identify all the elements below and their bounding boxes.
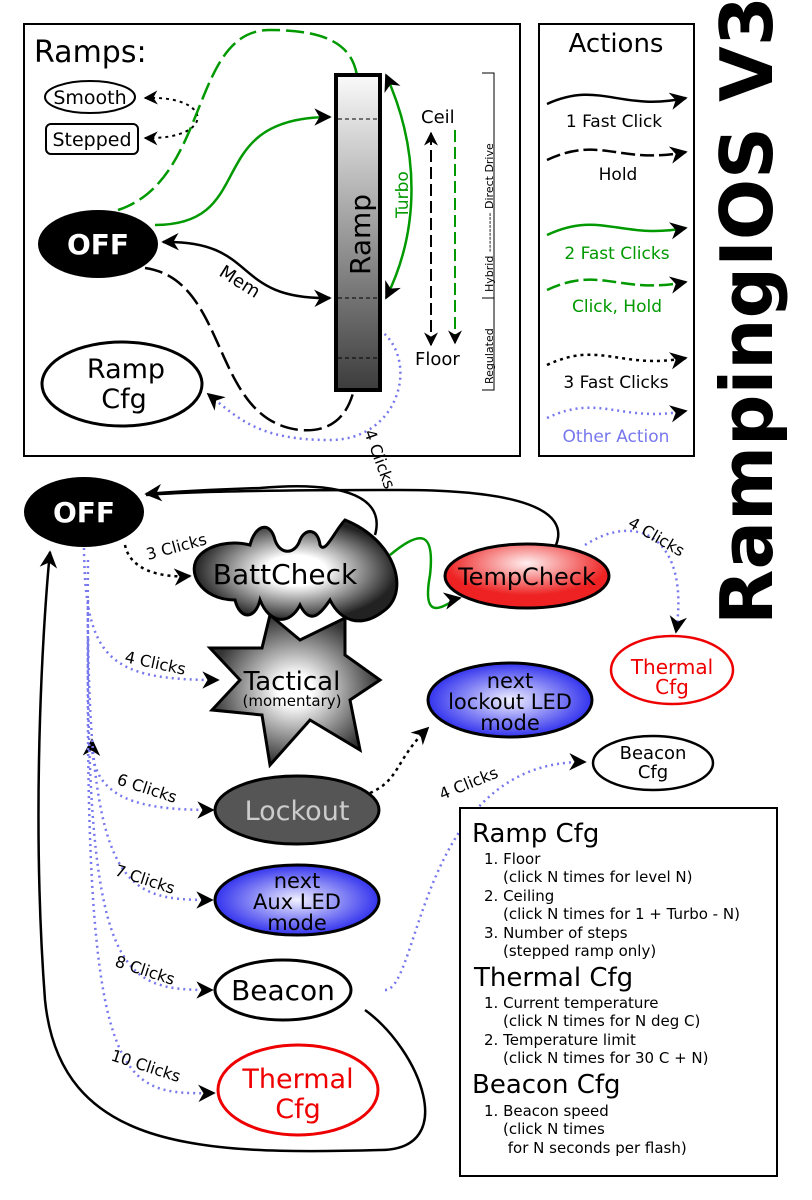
ramp-cfg-label-1: Ramp bbox=[87, 354, 165, 385]
stepped-label: Stepped bbox=[52, 129, 131, 151]
off-to-turbo-edge bbox=[117, 28, 368, 212]
action-1-fast-click: 1 Fast Click bbox=[566, 112, 662, 132]
floor-label: Floor bbox=[415, 349, 460, 370]
edge-6clicks: 6 Clicks bbox=[115, 770, 180, 807]
ramp-to-cfg-edge bbox=[206, 329, 402, 442]
ramp-cfg-node[interactable] bbox=[40, 340, 204, 428]
beacon-cfg-top-node[interactable] bbox=[591, 734, 715, 792]
off-label: OFF bbox=[53, 496, 115, 529]
action-3-fast-clicks: 3 Fast Clicks bbox=[563, 373, 668, 393]
lockout-led-label-1: next bbox=[487, 669, 534, 693]
action-other: Other Action bbox=[563, 427, 670, 447]
smooth-node bbox=[44, 80, 136, 114]
aux-led-node[interactable] bbox=[213, 863, 381, 937]
actions-panel: Actions 1 Fast Click Hold 2 Fast Clicks … bbox=[538, 23, 695, 457]
smooth-stepped-toggle-edge bbox=[143, 90, 199, 146]
action-click-hold: Click, Hold bbox=[572, 297, 662, 317]
legend-line: (click N times for N deg C) bbox=[503, 1012, 700, 1030]
beacon-cfg-top-label-1: Beacon bbox=[620, 743, 687, 764]
off-label-top: OFF bbox=[67, 228, 129, 261]
legend-line: 1. Floor bbox=[484, 850, 541, 868]
ramps-heading: Ramps: bbox=[34, 35, 147, 70]
legend-line: 3. Number of steps bbox=[484, 924, 628, 942]
turbo-label: Turbo bbox=[393, 171, 413, 219]
ceil-label: Ceil bbox=[421, 107, 455, 128]
tactical-label: Tactical bbox=[243, 667, 341, 697]
lockout-label: Lockout bbox=[245, 796, 350, 827]
tactical-sub-label: (momentary) bbox=[243, 692, 342, 710]
action-hold: Hold bbox=[599, 165, 638, 185]
config-legend: Ramp Cfg 1. Floor (click N times for lev… bbox=[459, 807, 778, 1177]
regulated-label: Regulated bbox=[483, 328, 496, 384]
off-to-ceil-edge bbox=[154, 108, 332, 227]
beacon-cfg-top-label-2: Cfg bbox=[638, 762, 668, 783]
edge-4clicks-tactical: 4 Clicks bbox=[123, 647, 187, 678]
ramp-cfg-label-2: Cfg bbox=[101, 384, 147, 415]
ramps-panel: Ramps: Smooth Stepped Mem 4 Clicks OFF R… bbox=[23, 23, 521, 492]
hybrid-direct-label: Hybrid ---------- Direct Drive bbox=[483, 143, 496, 292]
legend-thermal-cfg-heading: Thermal Cfg bbox=[473, 963, 633, 993]
ramp-bar bbox=[334, 73, 382, 392]
battcheck-node[interactable] bbox=[192, 518, 399, 623]
stepped-node bbox=[45, 123, 139, 155]
actions-heading: Actions bbox=[569, 29, 664, 59]
off-mem-edge bbox=[161, 232, 332, 308]
edge-4clicks-thermal: 4 Clicks bbox=[625, 513, 688, 560]
thermal-cfg-label-1: Thermal bbox=[241, 1064, 353, 1095]
legend-line: 1. Current temperature bbox=[484, 994, 658, 1012]
off-node[interactable] bbox=[24, 477, 144, 547]
tempcheck-node[interactable] bbox=[443, 542, 611, 610]
lockout-node[interactable] bbox=[213, 774, 381, 846]
thermal-cfg-top-label-1: Thermal bbox=[630, 655, 713, 679]
legend-ramp-cfg-heading: Ramp Cfg bbox=[472, 819, 599, 849]
legend-beacon-cfg-heading: Beacon Cfg bbox=[472, 1070, 621, 1100]
off-node-top[interactable] bbox=[38, 210, 158, 278]
legend-line: for N seconds per flash) bbox=[503, 1139, 687, 1157]
aux-led-label-1: next bbox=[274, 869, 321, 893]
legend-line: (click N times for 1 + Turbo - N) bbox=[503, 905, 740, 923]
smooth-label: Smooth bbox=[53, 87, 126, 109]
lockout-led-node[interactable] bbox=[426, 661, 594, 739]
edge-8clicks: 8 Clicks bbox=[113, 952, 178, 989]
tactical-node[interactable] bbox=[206, 612, 383, 769]
page-title: RampingIOS V3 bbox=[705, 0, 789, 625]
thermal-cfg-top-label-2: Cfg bbox=[655, 675, 689, 699]
thermal-cfg-node[interactable] bbox=[216, 1043, 380, 1137]
beacon-label: Beacon bbox=[231, 974, 335, 1007]
legend-line: 2. Ceiling bbox=[484, 887, 554, 905]
edge-7clicks: 7 Clicks bbox=[113, 861, 178, 898]
edge-10clicks: 10 Clicks bbox=[109, 1046, 183, 1086]
turbo-edge bbox=[384, 73, 413, 300]
thermal-cfg-label-2: Cfg bbox=[275, 1094, 321, 1125]
graph-nodes: OFF BattCheck TempCheck Thermal Cfg Tact… bbox=[24, 477, 735, 1137]
four-clicks-label: 4 Clicks bbox=[360, 427, 399, 492]
legend-line: (click N times for level N) bbox=[503, 868, 693, 886]
legend-line: (stepped ramp only) bbox=[503, 942, 656, 960]
aux-led-label-3: mode bbox=[267, 911, 327, 935]
beacon-node[interactable] bbox=[213, 958, 353, 1022]
mem-label: Mem bbox=[215, 261, 264, 302]
legend-line: (click N times for 30 C + N) bbox=[503, 1049, 709, 1067]
legend-line: 1. Beacon speed bbox=[484, 1102, 609, 1120]
aux-led-label-2: Aux LED bbox=[253, 890, 341, 914]
lockout-led-label-2: lockout LED bbox=[448, 690, 572, 714]
thermal-cfg-top-node[interactable] bbox=[609, 634, 735, 706]
tempcheck-label: TempCheck bbox=[457, 563, 596, 591]
edge-4clicks-beacon: 4 Clicks bbox=[436, 763, 500, 804]
lockout-led-label-3: mode bbox=[480, 711, 540, 735]
legend-line: 2. Temperature limit bbox=[484, 1031, 636, 1049]
ramp-label: Ramp bbox=[344, 194, 377, 275]
action-2-fast-clicks: 2 Fast Clicks bbox=[564, 244, 669, 264]
legend-line: (click N times bbox=[503, 1120, 605, 1138]
battcheck-label: BattCheck bbox=[213, 558, 358, 591]
